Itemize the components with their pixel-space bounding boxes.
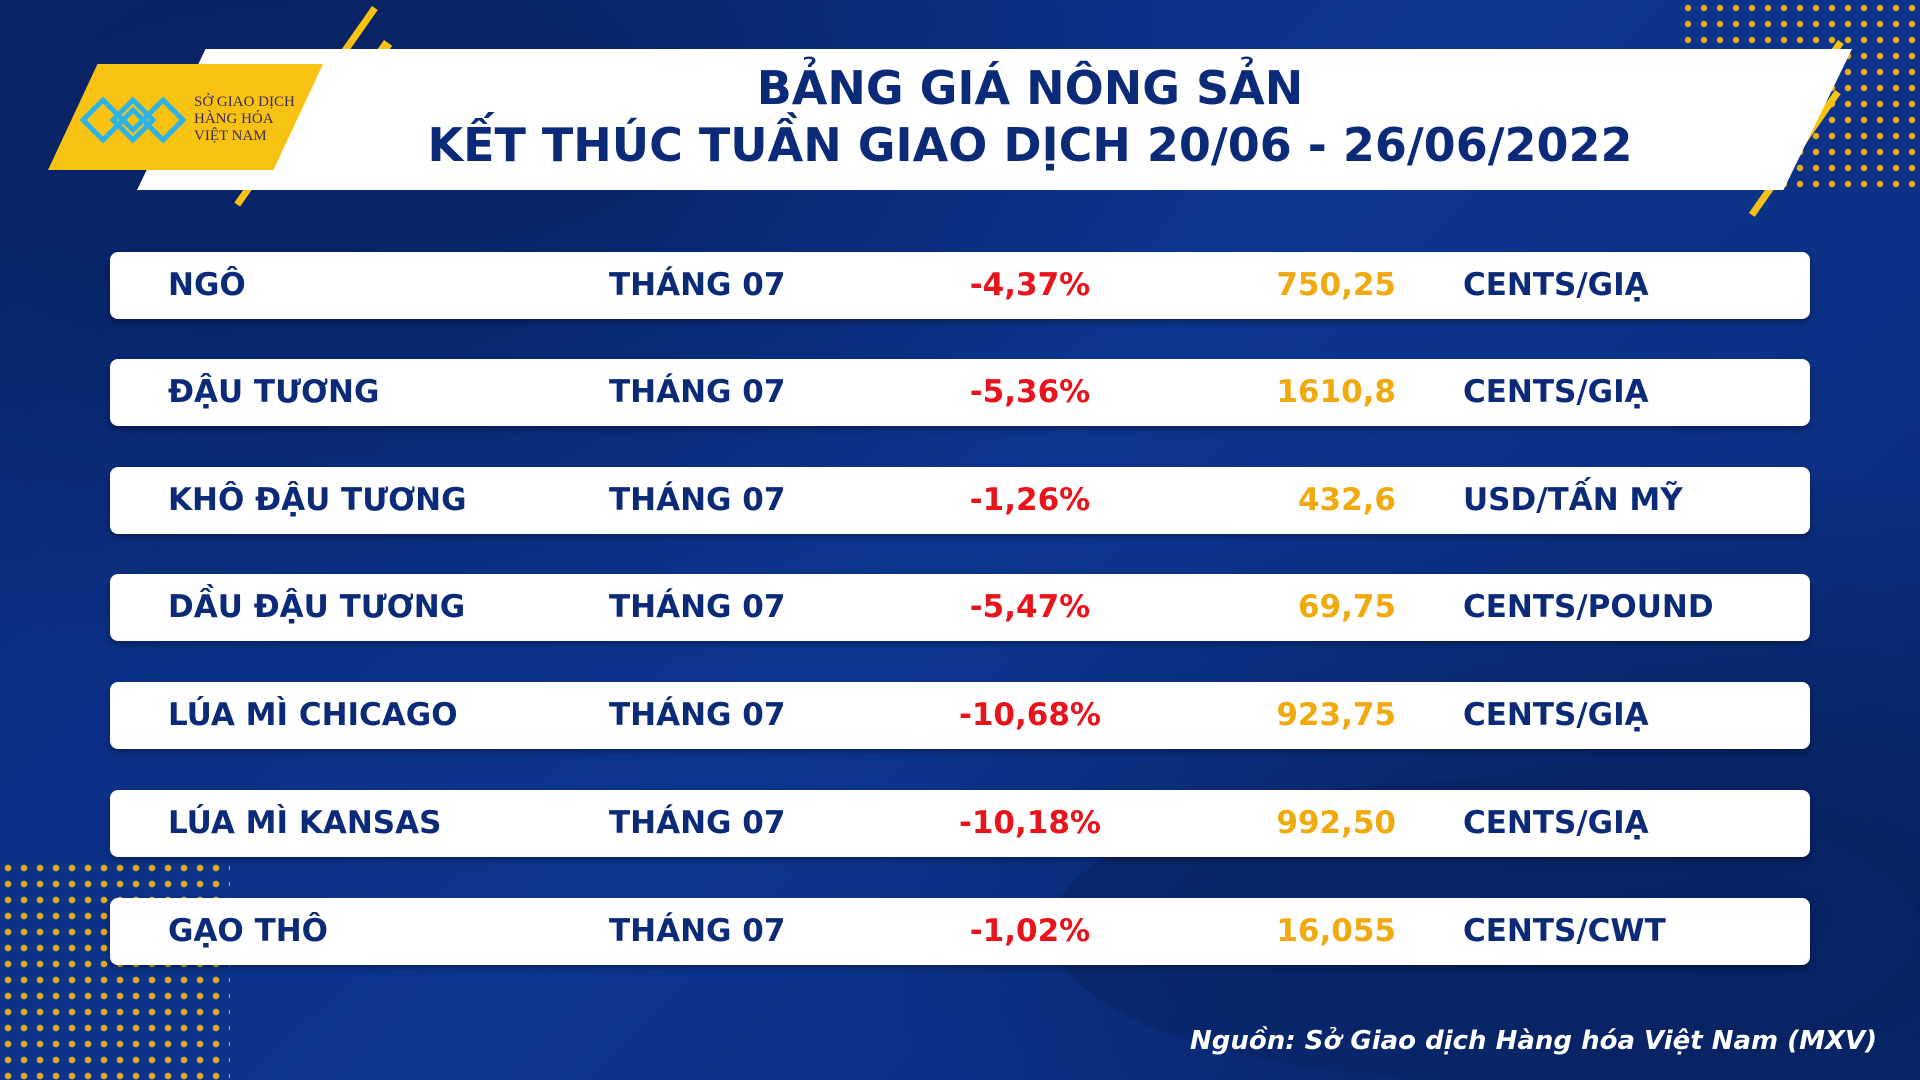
price-change: -10,18% [959, 805, 1101, 841]
price-value: 16,055 [1276, 913, 1396, 949]
price-value: 992,50 [1276, 805, 1396, 841]
price-value: 1610,8 [1276, 374, 1396, 410]
commodity-name: LÚA MÌ CHICAGO [168, 697, 458, 733]
logo-line: HÀNG HÓA [194, 111, 274, 127]
contract-month: THÁNG 07 [609, 697, 786, 733]
contract-month: THÁNG 07 [609, 267, 786, 303]
price-unit: CENTS/GIẠ [1463, 267, 1649, 303]
title-banner [137, 49, 1852, 190]
source-note: Nguồn: Sở Giao dịch Hàng hóa Việt Nam (M… [1190, 1026, 1877, 1056]
table-row: LÚA MÌ CHICAGO THÁNG 07 -10,68% 923,75 CENTS… [110, 682, 1810, 749]
price-change: -1,02% [969, 913, 1091, 949]
contract-month: THÁNG 07 [609, 589, 786, 625]
price-unit: CENTS/GIẠ [1463, 697, 1649, 733]
price-change: -5,47% [969, 589, 1091, 625]
price-change: -1,26% [969, 482, 1091, 518]
commodity-name: GẠO THÔ [168, 913, 329, 949]
commodity-name: KHÔ ĐẬU TƯƠNG [168, 482, 467, 518]
price-unit: CENTS/GIẠ [1463, 805, 1649, 841]
logo-text: SỞ GIAO DỊCH HÀNG HÓA VIỆT NAM [194, 94, 295, 145]
table-row: LÚA MÌ KANSAS THÁNG 07 -10,18% 992,50 CENTS/… [110, 790, 1810, 857]
price-value: 432,6 [1297, 482, 1396, 518]
logo-line: SỞ GIAO DỊCH [194, 94, 295, 110]
price-value: 923,75 [1276, 697, 1396, 733]
price-value: 69,75 [1297, 589, 1396, 625]
table-row: KHÔ ĐẬU TƯƠNG THÁNG 07 -1,26% 432,6 USD/TẤN … [110, 467, 1810, 534]
dot-pattern [0, 860, 230, 1080]
commodity-name: DẦU ĐẬU TƯƠNG [168, 589, 466, 625]
price-unit: USD/TẤN MỸ [1463, 482, 1683, 518]
price-change: -4,37% [969, 267, 1091, 303]
contract-month: THÁNG 07 [609, 374, 786, 410]
logo [48, 64, 323, 170]
price-unit: CENTS/CWT [1463, 913, 1666, 949]
title-line-1: BẢNG GIÁ NÔNG SẢN [756, 61, 1304, 115]
commodity-name: LÚA MÌ KANSAS [168, 805, 442, 841]
table-row: NGÔ THÁNG 07 -4,37% 750,25 CENTS/GIẠ [110, 252, 1810, 319]
price-change: -5,36% [969, 374, 1091, 410]
table-row: ĐẬU TƯƠNG THÁNG 07 -5,36% 1610,8 CENTS/GIẠ [110, 359, 1810, 426]
table-row: DẦU ĐẬU TƯƠNG THÁNG 07 -5,47% 69,75 CENTS/PO… [110, 574, 1810, 641]
commodity-name: ĐẬU TƯƠNG [168, 374, 380, 410]
price-change: -10,68% [959, 697, 1101, 733]
title-line-2: KẾT THÚC TUẦN GIAO DỊCH 20/06 - 26/06/20… [427, 118, 1633, 172]
contract-month: THÁNG 07 [609, 913, 786, 949]
logo-mark-icon [79, 96, 187, 144]
price-unit: CENTS/POUND [1463, 589, 1714, 625]
table-row: GẠO THÔ THÁNG 07 -1,02% 16,055 CENTS/CWT [110, 898, 1810, 965]
contract-month: THÁNG 07 [609, 805, 786, 841]
page-title: BẢNG GIÁ NÔNG SẢN KẾT THÚC TUẦN GIAO DỊC… [300, 60, 1760, 174]
commodity-name: NGÔ [168, 267, 246, 303]
contract-month: THÁNG 07 [609, 482, 786, 518]
price-unit: CENTS/GIẠ [1463, 374, 1649, 410]
price-value: 750,25 [1276, 267, 1396, 303]
logo-line: VIỆT NAM [194, 128, 267, 144]
